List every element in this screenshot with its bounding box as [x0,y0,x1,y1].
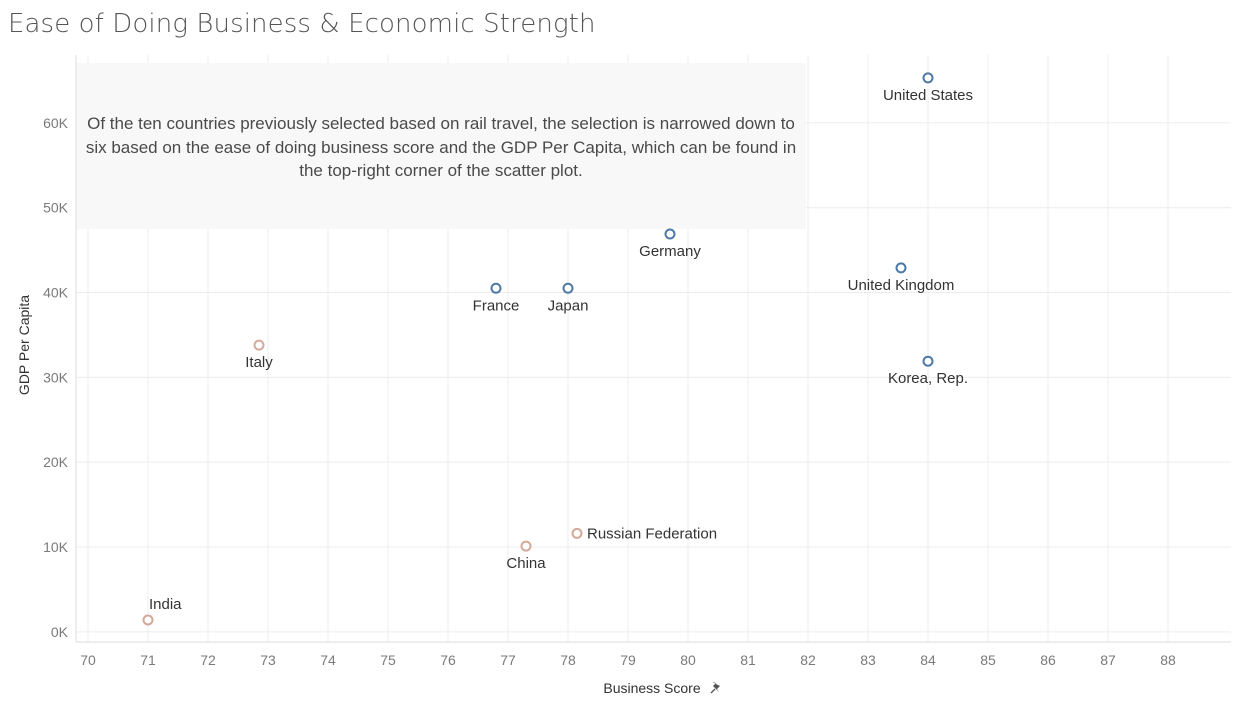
x-tick-label: 80 [680,652,696,668]
data-point[interactable] [571,527,583,539]
point-label: France [473,297,520,314]
x-tick-label: 87 [1100,652,1116,668]
point-label: Korea, Rep. [888,370,968,387]
y-tick-label: 10K [43,539,69,555]
y-tick-label: 40K [43,285,69,301]
data-point[interactable] [520,540,532,552]
annotation-text: Of the ten countries previously selected… [85,114,797,180]
x-tick-label: 70 [80,652,96,668]
x-tick-label: 88 [1160,652,1176,668]
point-label: India [149,596,182,613]
x-tick-label: 78 [560,652,576,668]
x-axis-title[interactable]: Business Score [603,680,700,696]
x-tick-label: 72 [200,652,216,668]
point-label: China [506,555,546,572]
data-point[interactable] [922,72,934,84]
x-tick-label: 83 [860,652,876,668]
x-tick-label: 81 [740,652,756,668]
data-point[interactable] [490,282,502,294]
labels-layer: United States Germany United Kingdom France… [149,87,973,613]
x-tick-label: 73 [260,652,276,668]
x-tick-label: 77 [500,652,516,668]
point-label: United States [883,87,973,104]
y-tick-label: 60K [43,115,69,131]
data-point[interactable] [922,355,934,367]
data-point[interactable] [664,228,676,240]
x-tick-label: 74 [320,652,336,668]
y-tick-label: 0K [51,624,69,640]
data-point[interactable] [253,339,265,351]
pin-icon[interactable] [710,682,720,694]
x-tick-label: 86 [1040,652,1056,668]
y-tick-label: 20K [43,454,69,470]
annotation-box [76,63,806,229]
y-axis-title[interactable]: GDP Per Capita [16,295,32,395]
x-tick-label: 76 [440,652,456,668]
x-tick-label: 75 [380,652,396,668]
data-point[interactable] [562,282,574,294]
x-tick-label: 85 [980,652,996,668]
data-point[interactable] [895,262,907,274]
y-tick-label: 50K [43,200,69,216]
point-label: Japan [548,297,589,314]
point-label: Russian Federation [587,525,717,542]
y-tick-label: 30K [43,369,69,385]
point-label: United Kingdom [848,277,955,294]
data-point[interactable] [142,614,154,626]
x-tick-label: 82 [800,652,816,668]
x-tick-label: 71 [140,652,156,668]
axis-layer: 70 71 72 73 74 75 76 77 78 79 80 81 82 83 84 85 86 87 88 0K… [43,55,1231,668]
x-tick-label: 79 [620,652,636,668]
page-title: Ease of Doing Business & Economic Streng… [8,9,596,39]
point-label: Italy [245,354,273,371]
x-tick-label: 84 [920,652,936,668]
marks-layer [142,72,934,626]
point-label: Germany [639,243,701,260]
